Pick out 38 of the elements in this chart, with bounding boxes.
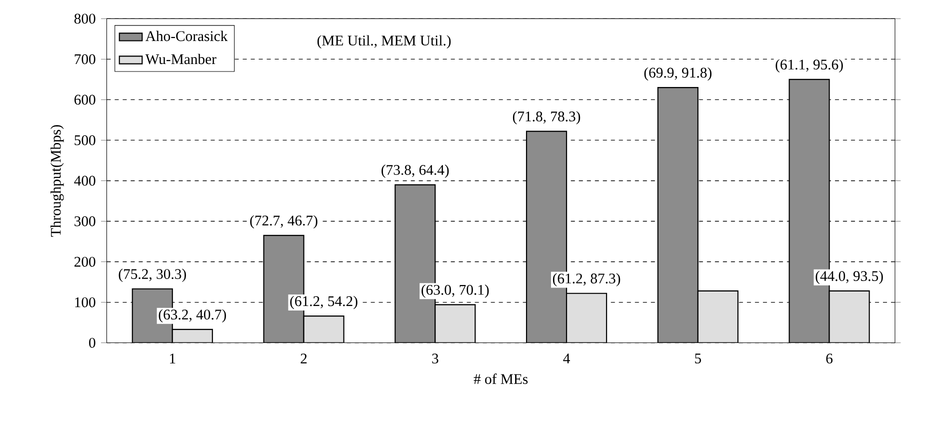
y-tick-label: 200 <box>74 256 96 266</box>
bar <box>566 292 608 343</box>
y-tick-label: 100 <box>75 297 96 307</box>
bar <box>172 329 212 343</box>
data-label: (73.8, 64.4) <box>382 164 449 178</box>
bar <box>304 316 344 343</box>
data-label: (63.0, 70.1) <box>422 284 489 298</box>
data-label: (75.2, 30.3) <box>118 268 186 282</box>
y-axis-title: Throughput(Mbps) <box>50 124 64 236</box>
data-label: (63.2, 40.7) <box>158 308 226 322</box>
data-label: (44.0, 93.5) <box>816 270 883 284</box>
x-tick-label: 5 <box>695 353 702 364</box>
y-tick-label: 500 <box>74 135 96 145</box>
bar <box>434 304 476 343</box>
x-tick-label: 3 <box>432 353 438 364</box>
data-label: (61.1, 95.6) <box>776 58 843 72</box>
x-tick-label: 2 <box>300 353 307 364</box>
y-tick-label: 0 <box>89 338 96 348</box>
x-axis-title: # of MEs <box>474 373 528 384</box>
data-label: (72.7, 46.7) <box>250 214 318 228</box>
data-label: (61.2, 87.3) <box>552 272 620 286</box>
data-label: (61.2, 54.2) <box>290 296 358 309</box>
data-label: (69.9, 91.8) <box>644 67 712 80</box>
y-tick-label: 800 <box>74 14 96 24</box>
y-tick-label: 400 <box>74 176 96 186</box>
bar <box>697 290 738 343</box>
y-tick-label: 600 <box>74 94 96 104</box>
bar <box>828 290 870 343</box>
y-tick-label: 300 <box>74 216 96 226</box>
annotation: (ME Util., MEM Util.) <box>317 34 451 48</box>
bar <box>657 86 698 343</box>
y-tick-label: 700 <box>74 54 96 64</box>
x-tick-label: 6 <box>826 353 833 364</box>
x-tick-label: 1 <box>170 353 176 364</box>
data-label: (71.8, 78.3) <box>512 110 580 124</box>
legend-label: Wu-Manber <box>145 54 216 64</box>
legend-label: Aho-Corasick <box>146 30 228 41</box>
x-tick-label: 4 <box>563 353 570 364</box>
